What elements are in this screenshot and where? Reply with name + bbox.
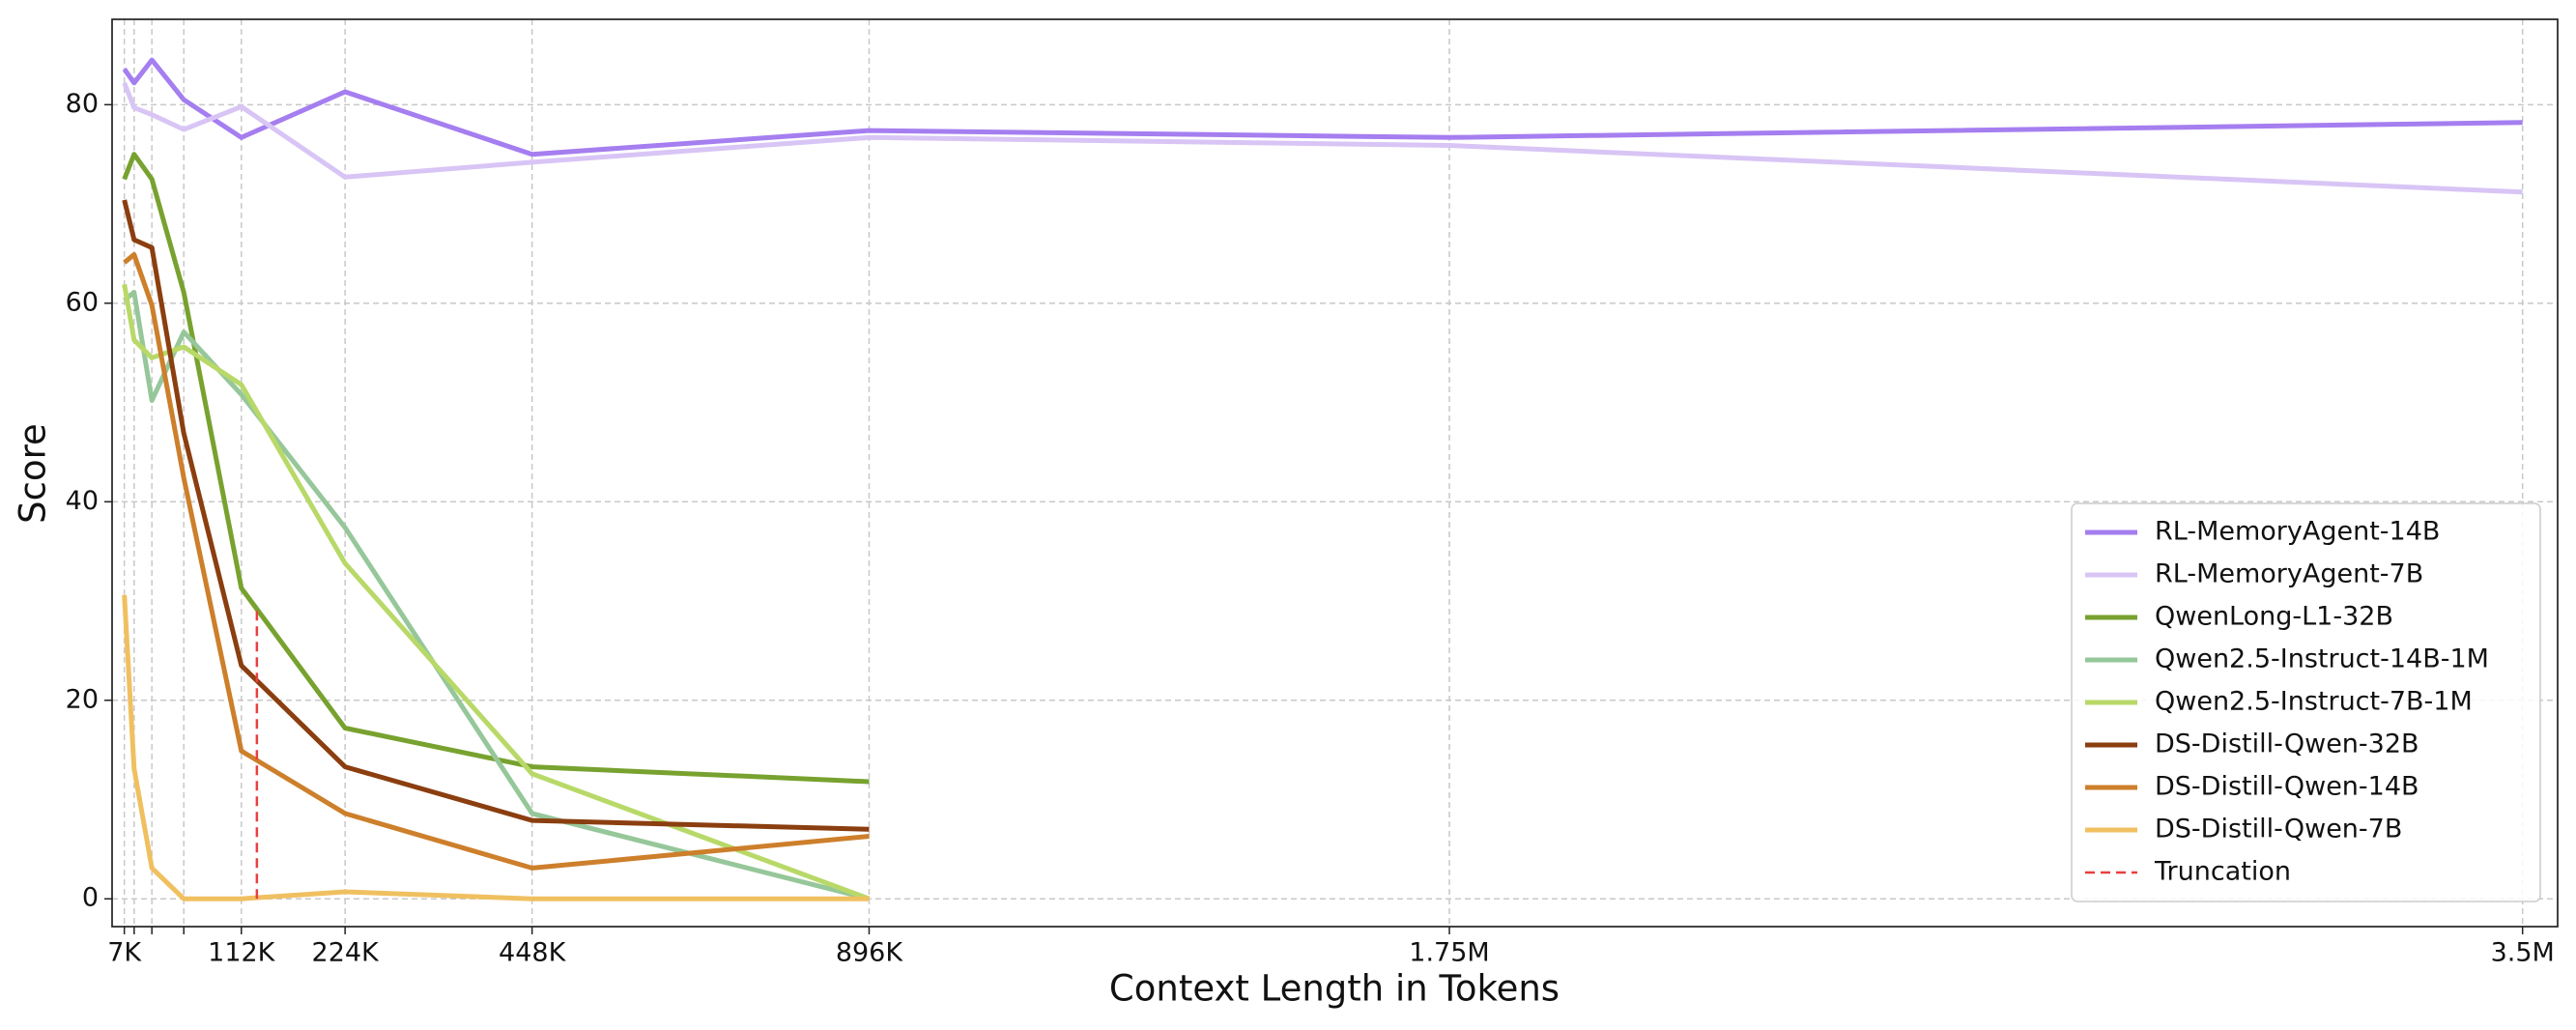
series-line bbox=[122, 199, 870, 832]
y-tick-label: 80 bbox=[66, 89, 99, 119]
series-line bbox=[122, 57, 2523, 157]
x-tick-label: 1.75M bbox=[1409, 938, 1489, 968]
legend-label: Qwen2.5-Instruct-14B-1M bbox=[2155, 644, 2489, 674]
x-tick-label: 7K bbox=[107, 938, 142, 968]
plot-frame bbox=[111, 18, 2559, 928]
series-line bbox=[122, 81, 2523, 195]
x-tick-label: 224K bbox=[312, 938, 381, 968]
x-axis-label: Context Length in Tokens bbox=[1109, 968, 1560, 1010]
legend-label: Truncation bbox=[2154, 857, 2291, 887]
legend: RL-MemoryAgent-14B RL-MemoryAgent-7B QwenL… bbox=[2071, 502, 2541, 902]
series-line bbox=[123, 252, 870, 871]
series-line bbox=[122, 594, 870, 901]
legend-label: RL-MemoryAgent-7B bbox=[2155, 559, 2423, 589]
x-tick-label: 112K bbox=[208, 938, 276, 968]
legend-box bbox=[2071, 502, 2541, 902]
legend-label: DS-Distill-Qwen-7B bbox=[2155, 815, 2402, 844]
y-tick-label: 60 bbox=[66, 287, 99, 317]
legend-label: DS-Distill-Qwen-14B bbox=[2155, 772, 2419, 802]
y-tick-label: 20 bbox=[66, 684, 99, 714]
series-line bbox=[122, 152, 870, 785]
y-tick-label: 0 bbox=[82, 883, 99, 913]
y-axis-label: Score bbox=[13, 423, 54, 524]
legend-label: RL-MemoryAgent-14B bbox=[2155, 517, 2440, 547]
series-line bbox=[122, 283, 871, 901]
x-tick-label: 896K bbox=[836, 938, 904, 968]
x-tick-label: 448K bbox=[499, 938, 567, 968]
y-tick-label: 40 bbox=[66, 486, 99, 516]
x-tick-label: 3.5M bbox=[2491, 938, 2555, 968]
legend-label: DS-Distill-Qwen-32B bbox=[2155, 730, 2419, 759]
legend-label: Qwen2.5-Instruct-7B-1M bbox=[2155, 687, 2473, 717]
legend-label: QwenLong-L1-32B bbox=[2155, 602, 2393, 632]
